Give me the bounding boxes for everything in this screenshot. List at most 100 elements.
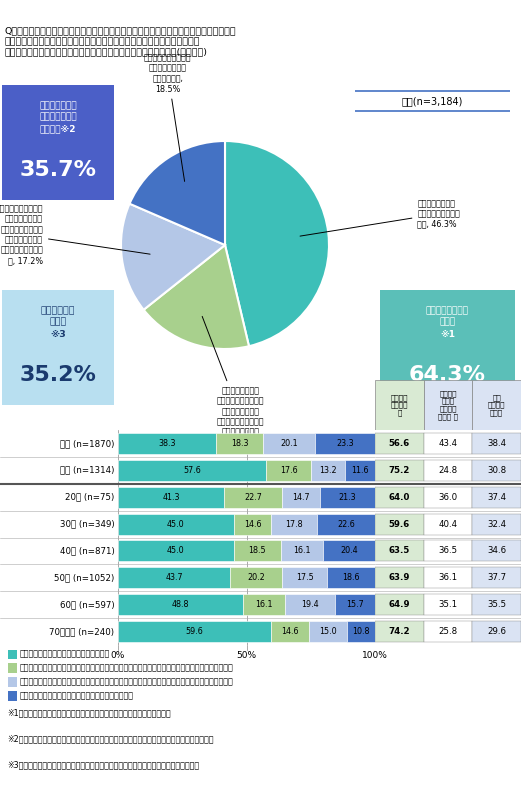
- Text: 紙の手帳・カレン
ダーなど「紙」のみ
利用, 46.3%: 紙の手帳・カレン ダーなど「紙」のみ 利用, 46.3%: [300, 199, 460, 236]
- Text: 50%: 50%: [237, 651, 256, 660]
- Bar: [375, 433, 424, 454]
- Text: 38.4: 38.4: [487, 439, 506, 448]
- Text: 電子機器のみ・
電子機器メイン
使用者　※2: 電子機器のみ・ 電子機器メイン 使用者 ※2: [39, 101, 77, 133]
- Text: 10.8: 10.8: [352, 627, 370, 636]
- Bar: [315, 433, 375, 454]
- Text: 35.1: 35.1: [439, 600, 457, 609]
- Bar: [347, 621, 375, 642]
- Bar: [424, 541, 473, 561]
- Text: 23.3: 23.3: [336, 439, 354, 448]
- Bar: [233, 514, 271, 534]
- Text: 45.0: 45.0: [167, 546, 184, 556]
- Text: 14.6: 14.6: [244, 519, 261, 529]
- Text: スマートフォン・パソ
コンなど「電子機
器」を主に利用し、
紙の手帳・カレン
ダーなど「紙」を併
用, 17.2%: スマートフォン・パソ コンなど「電子機 器」を主に利用し、 紙の手帳・カレン ダ…: [0, 204, 150, 265]
- Text: 全体(n=3,184): 全体(n=3,184): [402, 96, 463, 106]
- Text: 紙・
電子機器
併用者: 紙・ 電子機器 併用者: [488, 394, 505, 416]
- Bar: [8, 677, 17, 687]
- Bar: [281, 541, 322, 561]
- Text: 30.8: 30.8: [487, 466, 506, 475]
- Bar: [224, 487, 282, 507]
- Wedge shape: [225, 141, 329, 346]
- Text: 64.0: 64.0: [389, 492, 410, 502]
- Text: 38.3: 38.3: [158, 439, 176, 448]
- Bar: [473, 621, 521, 642]
- Bar: [424, 380, 473, 430]
- Text: 70代以上 (n=240): 70代以上 (n=240): [49, 627, 115, 636]
- Text: 15.7: 15.7: [346, 600, 364, 609]
- Bar: [473, 594, 521, 615]
- Text: 40代 (n=871): 40代 (n=871): [60, 546, 115, 556]
- Text: 29.6: 29.6: [487, 627, 506, 636]
- Bar: [118, 541, 233, 561]
- Bar: [375, 621, 424, 642]
- Text: 14.6: 14.6: [281, 627, 299, 636]
- Text: 20代 (n=75): 20代 (n=75): [65, 492, 115, 502]
- Text: 紙の手帳・カレンダーなど「紙」のみ利用: 紙の手帳・カレンダーなど「紙」のみ利用: [19, 649, 110, 658]
- Bar: [317, 514, 375, 534]
- Text: 36.0: 36.0: [439, 492, 457, 502]
- Text: 紙の手帳・カレンダーなど「紙」を主に利用し、スマートフォン・パソコンなど「電子機器」を併用: 紙の手帳・カレンダーなど「紙」を主に利用し、スマートフォン・パソコンなど「電子機…: [19, 663, 233, 672]
- Bar: [473, 460, 521, 481]
- Text: 16.1: 16.1: [293, 546, 311, 556]
- Text: 17.5: 17.5: [296, 574, 314, 582]
- Bar: [424, 567, 473, 589]
- Bar: [375, 541, 424, 561]
- Text: 64.3%: 64.3%: [409, 365, 486, 385]
- Text: 紙・電子機器
併用者
※3: 紙・電子機器 併用者 ※3: [41, 306, 75, 339]
- Text: 18.5: 18.5: [249, 546, 266, 556]
- Text: 35.2%: 35.2%: [20, 365, 96, 385]
- Wedge shape: [144, 245, 249, 349]
- Bar: [473, 380, 521, 430]
- Text: 男性 (n=1870): 男性 (n=1870): [60, 439, 115, 448]
- Bar: [311, 460, 345, 481]
- Text: 17.6: 17.6: [280, 466, 297, 475]
- Bar: [8, 649, 17, 660]
- Text: 56.6: 56.6: [389, 439, 410, 448]
- Bar: [271, 621, 309, 642]
- Bar: [266, 460, 311, 481]
- Text: 0%: 0%: [111, 651, 125, 660]
- FancyBboxPatch shape: [0, 288, 116, 407]
- Text: 41.3: 41.3: [163, 492, 180, 502]
- Bar: [118, 621, 271, 642]
- Text: 59.6: 59.6: [389, 519, 410, 529]
- Text: 35.5: 35.5: [487, 600, 506, 609]
- Bar: [424, 433, 473, 454]
- Bar: [118, 567, 230, 589]
- Bar: [243, 594, 285, 615]
- Text: 43.4: 43.4: [439, 439, 457, 448]
- Text: スマートフォン・パソコンなど「電子機器」のみ利用: スマートフォン・パソコンなど「電子機器」のみ利用: [19, 691, 133, 701]
- Bar: [118, 514, 233, 534]
- Bar: [375, 460, 424, 481]
- Text: 63.9: 63.9: [389, 574, 410, 582]
- Bar: [230, 567, 282, 589]
- Text: 19.4: 19.4: [301, 600, 318, 609]
- Text: 74.2: 74.2: [389, 627, 410, 636]
- Text: 75.2: 75.2: [389, 466, 410, 475]
- Text: 57.6: 57.6: [183, 466, 201, 475]
- Text: 紙の手帳・カレン
ダーなど「紙」を主に
利用し、スマート
フォン・パソコンなど
「電子機器」を併
用, 18.0%: 紙の手帳・カレン ダーなど「紙」を主に 利用し、スマート フォン・パソコンなど …: [202, 317, 264, 447]
- Bar: [424, 460, 473, 481]
- Text: 40.4: 40.4: [439, 519, 457, 529]
- Bar: [375, 380, 424, 430]
- Bar: [216, 433, 264, 454]
- Text: 18.3: 18.3: [231, 439, 249, 448]
- Wedge shape: [121, 203, 225, 310]
- Text: 20.4: 20.4: [340, 546, 357, 556]
- Text: スマートフォン・パソコンなど「電子機器」を主に利用し、紙の手帳・カレンダーなど「紙」を併用: スマートフォン・パソコンなど「電子機器」を主に利用し、紙の手帳・カレンダーなど「…: [19, 678, 233, 686]
- Text: 14.7: 14.7: [293, 492, 310, 502]
- Bar: [327, 567, 375, 589]
- Bar: [473, 487, 521, 507]
- Text: 女性 (n=1314): 女性 (n=1314): [60, 466, 115, 475]
- Text: 30代 (n=349): 30代 (n=349): [60, 519, 115, 529]
- Bar: [375, 487, 424, 507]
- Bar: [282, 487, 320, 507]
- Bar: [118, 487, 224, 507]
- Bar: [473, 433, 521, 454]
- Bar: [118, 433, 216, 454]
- Text: N=3,184: N=3,184: [468, 6, 518, 16]
- Text: 36.5: 36.5: [439, 546, 457, 556]
- Text: 20.2: 20.2: [247, 574, 265, 582]
- Wedge shape: [130, 141, 225, 245]
- Bar: [264, 433, 315, 454]
